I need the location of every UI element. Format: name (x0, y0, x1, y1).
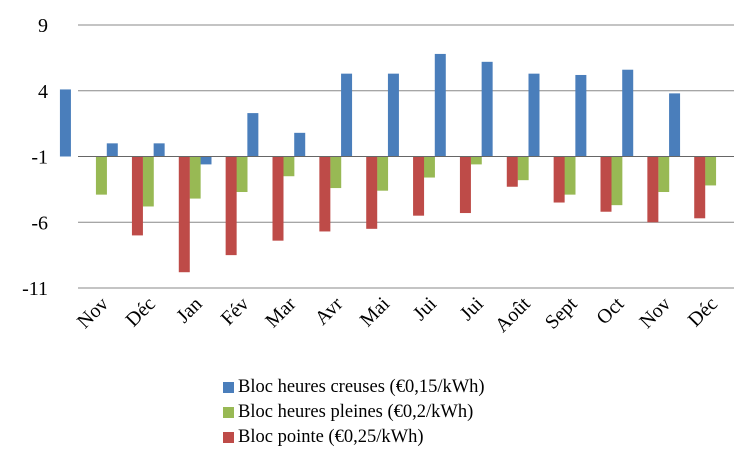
x-tick-label: Mar (261, 293, 300, 332)
x-tick-label: Jui (456, 293, 488, 325)
bar (319, 156, 331, 232)
bar (294, 132, 306, 157)
bar (694, 156, 706, 219)
x-tick-label: Sept (541, 293, 582, 334)
x-tick-label: Déc (121, 293, 159, 331)
bar (658, 156, 670, 193)
legend-label-heures-creuses: Bloc heures creuses (€0,15/kWh) (238, 376, 485, 397)
y-tick-label: 4 (38, 81, 48, 103)
bar (95, 156, 107, 195)
legend-label-heures-pleines: Bloc heures pleines (€0,2/kWh) (238, 401, 474, 422)
bar (131, 156, 143, 236)
legend-swatch-pointe (223, 431, 234, 443)
bar (366, 156, 378, 229)
bar (506, 156, 518, 187)
bar (434, 53, 446, 157)
x-tick-label: Août (491, 293, 535, 337)
bar (553, 156, 565, 203)
legend-swatch-heures-creuses (223, 381, 234, 393)
bar (236, 156, 248, 193)
bar (341, 73, 353, 157)
y-tick-label: -11 (22, 278, 48, 300)
bar (387, 73, 399, 157)
legend-entry-pointe: Bloc pointe (€0,25/kWh) (223, 426, 423, 448)
bar (600, 156, 612, 212)
bar (528, 73, 540, 157)
y-tick-label: -1 (31, 147, 48, 169)
bar (470, 156, 482, 165)
x-tick-label: Fév (217, 293, 254, 330)
bar (481, 61, 493, 157)
y-tick-label: -6 (31, 212, 48, 234)
x-tick-label: Jui (409, 293, 441, 325)
bar (575, 74, 587, 157)
y-tick-label: 9 (38, 15, 48, 37)
bar (330, 156, 342, 189)
bar (142, 156, 154, 207)
bar (225, 156, 237, 256)
bar (189, 156, 201, 199)
x-tick-label: Nov (635, 293, 675, 333)
x-tick-label: Mai (356, 293, 395, 332)
bar (669, 93, 681, 157)
bar (647, 156, 659, 223)
x-tick-label: Nov (73, 293, 113, 333)
legend-label-pointe: Bloc pointe (€0,25/kWh) (238, 426, 424, 447)
bar (178, 156, 190, 273)
bar (377, 156, 389, 191)
bar (413, 156, 425, 216)
bar (59, 89, 71, 157)
bar (200, 156, 212, 165)
bar (564, 156, 576, 195)
bar (611, 156, 623, 206)
bar (622, 69, 634, 157)
bar (247, 113, 259, 157)
legend-entry-heures-pleines: Bloc heures pleines (€0,2/kWh) (223, 401, 473, 423)
x-tick-label: Jan (172, 293, 206, 327)
x-tick-label: Avr (311, 293, 348, 330)
bar (517, 156, 529, 181)
bar (106, 143, 118, 157)
bar (459, 156, 471, 214)
bar (272, 156, 284, 241)
bar (423, 156, 435, 178)
legend-entry-heures-creuses: Bloc heures creuses (€0,15/kWh) (223, 376, 485, 398)
bar (283, 156, 295, 177)
bar (705, 156, 717, 186)
x-tick-label: Oct (592, 293, 628, 329)
x-tick-label: Déc (684, 293, 722, 331)
legend-swatch-heures-pleines (223, 406, 234, 418)
bar (153, 143, 165, 157)
